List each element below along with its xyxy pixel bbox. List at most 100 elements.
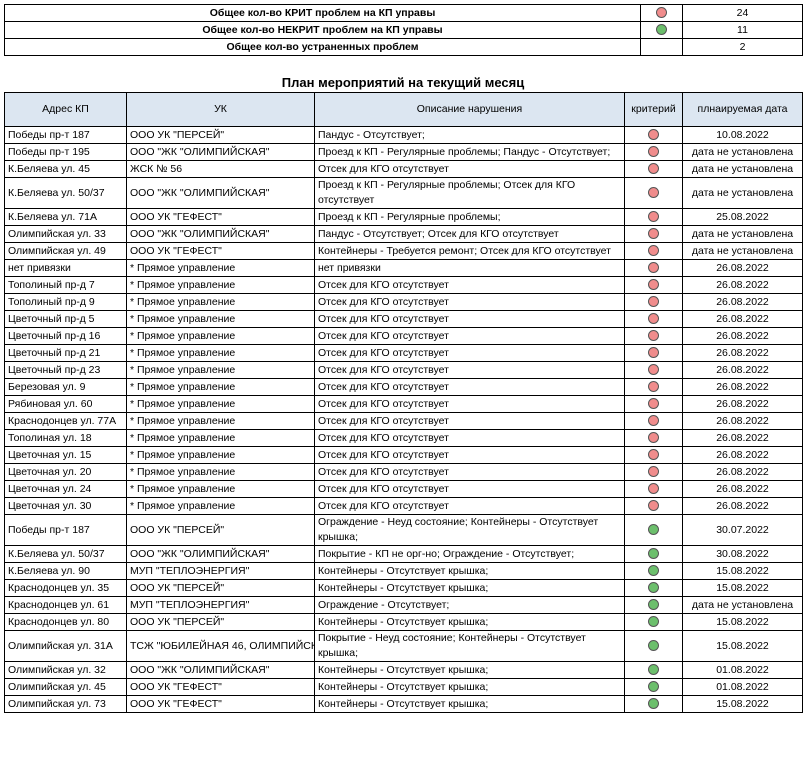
description-cell: Покрытие - КП не орг-но; Ограждение - От… (314, 545, 625, 563)
date-cell: 26.08.2022 (682, 480, 803, 498)
status-indicator (648, 548, 659, 560)
address-cell: Цветочный пр-д 21 (4, 344, 127, 362)
uk-cell: * Прямое управление (126, 446, 315, 464)
status-indicator (648, 565, 659, 577)
date-cell: 26.08.2022 (682, 497, 803, 515)
status-indicator (648, 129, 659, 141)
address-cell: К.Беляева ул. 71А (4, 208, 127, 226)
criterion-cell (624, 126, 683, 144)
uk-cell: ООО УК "ГЕФЕСТ" (126, 678, 315, 696)
uk-cell: ООО УК "ГЕФЕСТ" (126, 695, 315, 713)
status-indicator (656, 24, 667, 36)
date-cell: 26.08.2022 (682, 344, 803, 362)
uk-cell: ООО "ЖК "ОЛИМПИЙСКАЯ" (126, 143, 315, 161)
status-indicator (648, 211, 659, 223)
summary-indicator (640, 38, 683, 56)
criterion-cell (624, 395, 683, 413)
status-indicator (648, 449, 659, 461)
description-cell: Контейнеры - Отсутствует крышка; (314, 613, 625, 631)
address-cell: Краснодонцев ул. 35 (4, 579, 127, 597)
plan-row: Цветочный пр-д 5 * Прямое управление Отсек… (4, 310, 803, 328)
column-header: критерий (624, 92, 683, 127)
plan-row: Цветочная ул. 15 * Прямое управление Отсек… (4, 446, 803, 464)
status-indicator (648, 524, 659, 536)
plan-row: Олимпийская ул. 49 ООО УК "ГЕФЕСТ" Контейн… (4, 242, 803, 260)
status-indicator (648, 415, 659, 427)
plan-row: Олимпийская ул. 33 ООО "ЖК "ОЛИМПИЙСКАЯ" П… (4, 225, 803, 243)
plan-body: Победы пр-т 187 ООО УК "ПЕРСЕЙ" Пандус - О… (4, 126, 803, 713)
description-cell: Отсек для КГО отсутствует (314, 361, 625, 379)
status-indicator (648, 398, 659, 410)
status-indicator (648, 698, 659, 710)
uk-cell: МУП "ТЕПЛОЭНЕРГИЯ" (126, 562, 315, 580)
status-indicator (648, 616, 659, 628)
date-cell: 26.08.2022 (682, 276, 803, 294)
date-cell: 30.08.2022 (682, 545, 803, 563)
criterion-cell (624, 412, 683, 430)
uk-cell: * Прямое управление (126, 259, 315, 277)
plan-row: Березовая ул. 9 * Прямое управление Отсек … (4, 378, 803, 396)
criterion-cell (624, 225, 683, 243)
summary-body: Общее кол-во КРИТ проблем на КП управы 24… (4, 4, 803, 56)
address-cell: К.Беляева ул. 45 (4, 160, 127, 178)
criterion-cell (624, 497, 683, 515)
summary-value: 11 (682, 21, 803, 39)
description-cell: Контейнеры - Отсутствует крышка; (314, 579, 625, 597)
summary-row: Общее кол-во КРИТ проблем на КП управы 24 (4, 4, 803, 22)
date-cell: дата не установлена (682, 596, 803, 614)
criterion-cell (624, 678, 683, 696)
criterion-cell (624, 480, 683, 498)
address-cell: Тополиный пр-д 7 (4, 276, 127, 294)
date-cell: дата не установлена (682, 160, 803, 178)
plan-row: Победы пр-т 195 ООО "ЖК "ОЛИМПИЙСКАЯ" Прое… (4, 143, 803, 161)
criterion-cell (624, 361, 683, 379)
plan-row: Цветочная ул. 20 * Прямое управление Отсек… (4, 463, 803, 481)
uk-cell: ЖСК № 56 (126, 160, 315, 178)
description-cell: Контейнеры - Требуется ремонт; Отсек для… (314, 242, 625, 260)
plan-row: Краснодонцев ул. 35 ООО УК "ПЕРСЕЙ" Контей… (4, 579, 803, 597)
address-cell: Рябиновая ул. 60 (4, 395, 127, 413)
description-cell: Отсек для КГО отсутствует (314, 446, 625, 464)
uk-cell: * Прямое управление (126, 361, 315, 379)
date-cell: 15.08.2022 (682, 562, 803, 580)
criterion-cell (624, 463, 683, 481)
criterion-cell (624, 143, 683, 161)
description-cell: Отсек для КГО отсутствует (314, 497, 625, 515)
criterion-cell (624, 596, 683, 614)
uk-cell: ООО "ЖК "ОЛИМПИЙСКАЯ" (126, 225, 315, 243)
plan-row: Победы пр-т 187 ООО УК "ПЕРСЕЙ" Пандус - О… (4, 126, 803, 144)
summary-row: Общее кол-во НЕКРИТ проблем на КП управы… (4, 21, 803, 39)
summary-indicator (640, 4, 683, 22)
uk-cell: * Прямое управление (126, 344, 315, 362)
address-cell: Цветочная ул. 24 (4, 480, 127, 498)
uk-cell: ООО УК "ГЕФЕСТ" (126, 242, 315, 260)
status-indicator (648, 347, 659, 359)
description-cell: Отсек для КГО отсутствует (314, 429, 625, 447)
plan-row: Олимпийская ул. 45 ООО УК "ГЕФЕСТ" Контейн… (4, 678, 803, 696)
criterion-cell (624, 327, 683, 345)
date-cell: 26.08.2022 (682, 395, 803, 413)
date-cell: 25.08.2022 (682, 208, 803, 226)
uk-cell: ООО "ЖК "ОЛИМПИЙСКАЯ" (126, 661, 315, 679)
plan-row: Цветочная ул. 30 * Прямое управление Отсек… (4, 497, 803, 515)
description-cell: Отсек для КГО отсутствует (314, 480, 625, 498)
date-cell: 26.08.2022 (682, 429, 803, 447)
date-cell: 26.08.2022 (682, 378, 803, 396)
plan-title: План мероприятий на текущий месяц (281, 75, 525, 90)
date-cell: 30.07.2022 (682, 514, 803, 546)
summary-label: Общее кол-во устраненных проблем (4, 38, 641, 56)
uk-cell: МУП "ТЕПЛОЭНЕРГИЯ" (126, 596, 315, 614)
date-cell: 26.08.2022 (682, 310, 803, 328)
plan-row: Краснодонцев ул. 77А * Прямое управление О… (4, 412, 803, 430)
status-indicator (648, 582, 659, 594)
status-indicator (648, 466, 659, 478)
plan-row: Олимпийская ул. 73 ООО УК "ГЕФЕСТ" Контейн… (4, 695, 803, 713)
summary-value: 2 (682, 38, 803, 56)
status-indicator (648, 432, 659, 444)
criterion-cell (624, 310, 683, 328)
status-indicator (648, 483, 659, 495)
status-indicator (648, 163, 659, 175)
summary-label: Общее кол-во КРИТ проблем на КП управы (4, 4, 641, 22)
date-cell: 15.08.2022 (682, 695, 803, 713)
